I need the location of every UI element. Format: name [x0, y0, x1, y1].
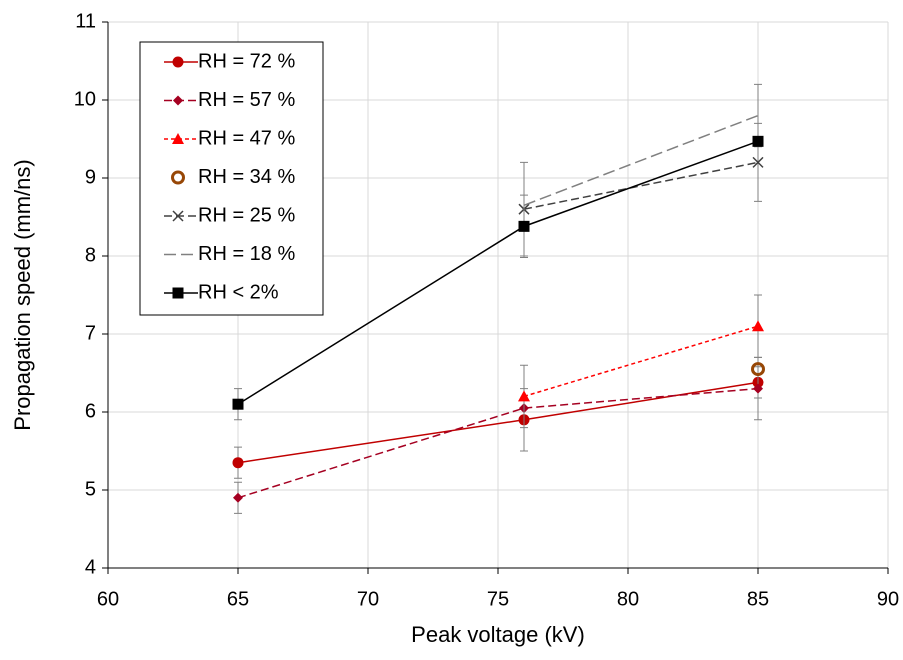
legend-label: RH < 2% [198, 281, 279, 303]
marker [518, 220, 530, 232]
marker [232, 457, 244, 469]
series-line [523, 114, 759, 207]
y-tick-label: 7 [85, 322, 96, 344]
series-line [523, 161, 759, 210]
legend-label: RH = 57 % [198, 89, 295, 111]
y-tick-label: 6 [85, 400, 96, 422]
marker [172, 133, 184, 144]
x-tick-label: 60 [97, 588, 119, 610]
marker [233, 492, 243, 503]
marker [752, 320, 764, 332]
y-tick-label: 4 [85, 556, 96, 578]
legend-label: RH = 18 % [198, 243, 295, 265]
series-line [237, 387, 759, 499]
x-tick-label: 75 [487, 588, 509, 610]
y-axis-label: Propagation speed (mm/ns) [10, 159, 35, 430]
legend-box [139, 41, 324, 316]
marker [752, 135, 764, 147]
marker [172, 210, 184, 222]
x-tick-label: 85 [747, 588, 769, 610]
x-tick-label: 70 [357, 588, 379, 610]
marker [171, 170, 185, 185]
x-axis-label: Peak voltage (kV) [411, 622, 585, 647]
x-tick-label: 80 [617, 588, 639, 610]
marker [173, 95, 183, 106]
y-tick-label: 11 [75, 10, 96, 32]
y-tick-label: 8 [85, 244, 96, 266]
marker [172, 287, 184, 299]
marker [753, 383, 763, 394]
x-tick-label: 90 [877, 588, 899, 610]
y-tick-label: 10 [74, 88, 96, 110]
y-tick-label: 5 [85, 478, 96, 500]
legend-label: RH = 34 % [198, 166, 295, 188]
marker [751, 362, 765, 377]
marker [518, 390, 530, 402]
marker [172, 56, 184, 68]
marker [752, 156, 764, 168]
legend-label: RH = 25 % [198, 204, 295, 226]
x-tick-label: 65 [227, 588, 249, 610]
y-tick-label: 9 [85, 166, 96, 188]
series-line [523, 325, 759, 398]
marker [232, 398, 244, 410]
legend-label: RH = 72 % [198, 50, 295, 72]
legend: RH = 72 % RH = 57 % RH = 47 % RH = 34 % RH =… [139, 41, 324, 316]
legend-label: RH = 47 % [198, 127, 295, 149]
